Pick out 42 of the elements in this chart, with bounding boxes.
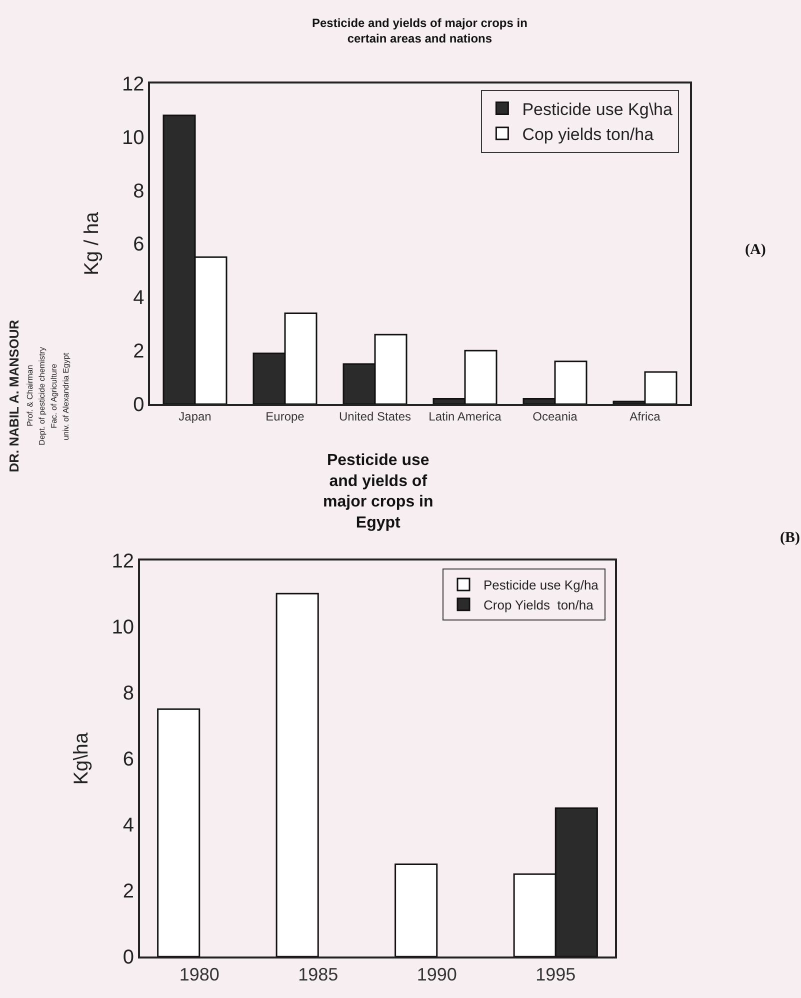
text: (A) [745, 242, 766, 258]
x-tick-label: 1995 [536, 964, 576, 984]
y-tick-label: 0 [133, 394, 144, 416]
y-tick-label: 12 [122, 73, 144, 96]
x-tick-label: Oceania [532, 409, 578, 424]
text: Prof. & Chairman [26, 364, 35, 426]
y-tick-label: 2 [122, 880, 134, 903]
y-tick-label: 12 [112, 550, 134, 573]
x-tick-label: 1980 [179, 964, 220, 984]
y-axis-title: Kg\ha [70, 732, 93, 785]
y-tick-label: 8 [133, 180, 144, 202]
text: DR. NABIL A. MANSOUR [6, 319, 22, 472]
y-tick-label: 10 [122, 126, 144, 149]
text: Dept. of pesticide chemistry [38, 347, 47, 446]
text: univ. of Alexandria Egypt [62, 352, 71, 440]
chart-title: Pesticide use and yields of major crops in Egypt [323, 452, 434, 532]
x-tick-label: 1985 [298, 964, 338, 984]
x-tick-label: United States [338, 409, 412, 424]
bar [157, 708, 200, 957]
legend-label: Cop yields ton/ha [522, 125, 654, 144]
y-tick-label: 4 [133, 287, 144, 310]
y-tick-label: 0 [122, 946, 134, 969]
x-tick-label: Japan [178, 409, 212, 424]
text: Fac. of Agriculture [50, 363, 59, 428]
legend-label: Pesticide use Kg\ha [522, 100, 674, 119]
y-tick-label: 6 [122, 748, 134, 771]
y-axis-title: Kg / ha [81, 211, 103, 276]
y-tick-label: 2 [133, 340, 144, 363]
legend-label: Crop Yields ton/ha [484, 597, 594, 612]
x-tick-label: 1990 [416, 964, 457, 984]
legend-label: Pesticide use Kg/ha [484, 578, 600, 593]
chart-title: Pesticide and yields of major crops in certain areas and nations [312, 16, 528, 46]
y-tick-label: 6 [133, 234, 144, 256]
bar [276, 592, 319, 957]
y-tick-label: 4 [122, 814, 134, 837]
text: (B) [780, 530, 800, 546]
bar [394, 864, 438, 957]
x-tick-label: Latin America [428, 409, 502, 424]
y-tick-label: 8 [122, 682, 134, 705]
y-tick-label: 10 [112, 616, 134, 639]
x-tick-label: Africa [630, 409, 661, 424]
x-tick-label: Europe [266, 409, 305, 424]
